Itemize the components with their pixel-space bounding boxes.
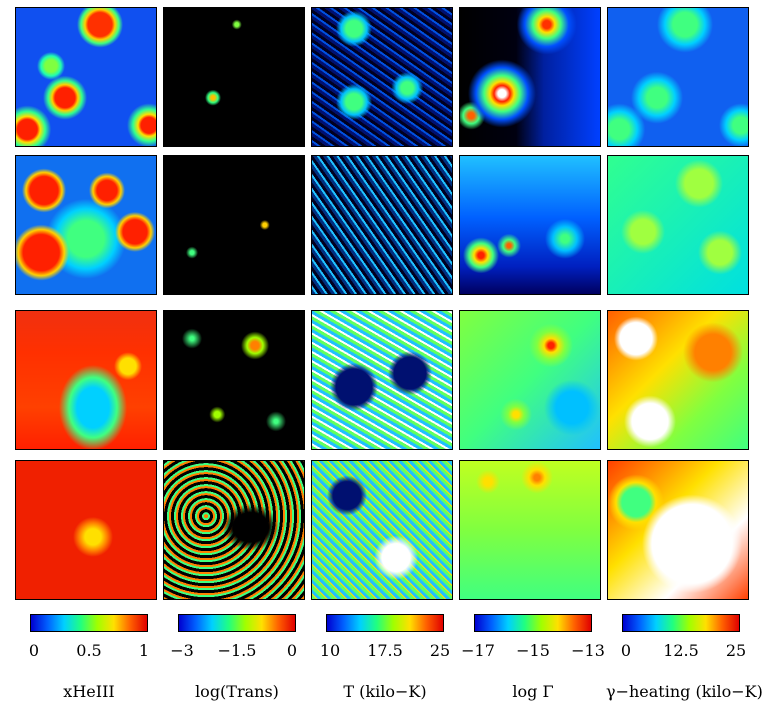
ticks-xheiii: 0 0.5 1 xyxy=(28,641,180,663)
tick-label: 0 xyxy=(620,641,632,660)
colorbar-trans xyxy=(178,614,296,632)
panel-xheiii-row4 xyxy=(15,460,157,600)
panel-trans-row3 xyxy=(163,310,305,450)
ticks-gamma: −17 −15 −13 xyxy=(461,641,624,663)
panel-temp-row4 xyxy=(311,460,453,600)
panel-xheiii-row3 xyxy=(15,310,157,450)
tick-label: 0.5 xyxy=(76,641,102,660)
panel-gamma-row3 xyxy=(459,310,601,450)
tick-label: −1.5 xyxy=(217,641,257,660)
panel-heating-row1 xyxy=(607,7,749,147)
panel-gamma-row2 xyxy=(459,155,601,295)
tick-label: −13 xyxy=(571,641,605,660)
panel-heating-row3 xyxy=(607,310,749,450)
colorbar-heating xyxy=(622,614,740,632)
label-trans: log(Trans) xyxy=(195,682,279,701)
panel-gamma-row1 xyxy=(459,7,601,147)
tick-label: −3 xyxy=(170,641,194,660)
tick-label: −17 xyxy=(461,641,495,660)
label-gamma: log Γ xyxy=(512,682,554,701)
tick-label: 1 xyxy=(138,641,150,660)
tick-label: 25 xyxy=(725,641,747,660)
label-xheiii: xHeIII xyxy=(63,682,115,701)
tick-label: 0 xyxy=(286,641,298,660)
panel-trans-row4 xyxy=(163,460,305,600)
tick-label: −15 xyxy=(516,641,550,660)
panel-grid xyxy=(15,7,749,600)
panel-temp-row2 xyxy=(311,155,453,295)
label-temp: T (kilo−K) xyxy=(343,682,427,701)
colorbar-gamma xyxy=(474,614,592,632)
panel-heating-row2 xyxy=(607,155,749,295)
panel-trans-row1 xyxy=(163,7,305,147)
label-heating: γ−heating (kilo−K) xyxy=(606,682,763,701)
colorbar-temp xyxy=(326,614,444,632)
tick-label: 12.5 xyxy=(663,641,699,660)
tick-label: 17.5 xyxy=(367,641,403,660)
tick-label: 10 xyxy=(319,641,341,660)
tick-label: 0 xyxy=(28,641,40,660)
ticks-trans: −3 −1.5 0 xyxy=(170,641,328,663)
colorbar-xheiii xyxy=(30,614,148,632)
panel-temp-row1 xyxy=(311,7,453,147)
panel-trans-row2 xyxy=(163,155,305,295)
ticks-temp: 10 17.5 25 xyxy=(320,641,476,663)
ticks-heating: 0 12.5 25 xyxy=(620,641,763,663)
panel-xheiii-row2 xyxy=(15,155,157,295)
panel-heating-row4 xyxy=(607,460,749,600)
panel-temp-row3 xyxy=(311,310,453,450)
tick-label: 25 xyxy=(429,641,451,660)
panel-xheiii-row1 xyxy=(15,7,157,147)
panel-gamma-row4 xyxy=(459,460,601,600)
